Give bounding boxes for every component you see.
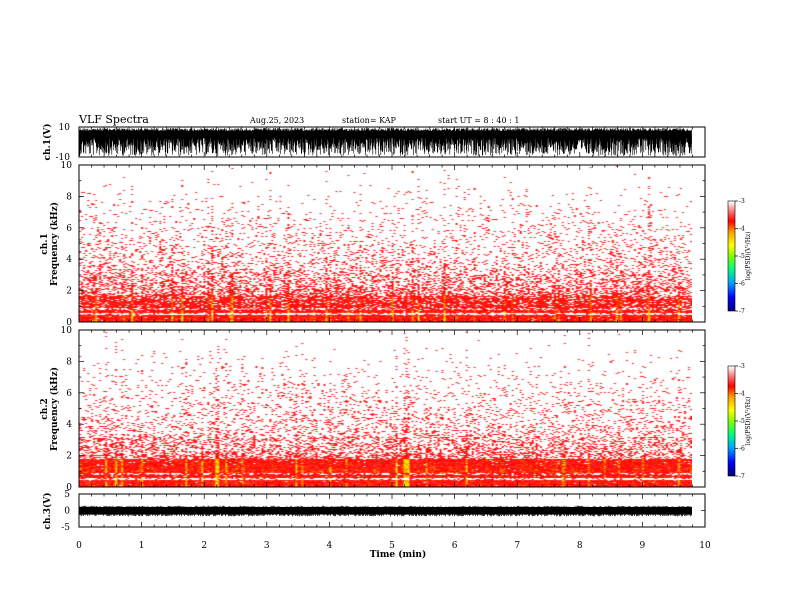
colorbar-tick-label: -7 [739,473,745,480]
ch2-spectrogram-ytick-label: 0 [66,483,72,493]
ch2-spectrogram-ytick-label: 2 [66,452,72,462]
ch1-ytick-bottom: -10 [56,153,71,163]
ch1-colorbar [728,201,735,311]
ch1-spectrogram-ytick-label: 2 [66,287,72,297]
colorbar-tick-label: -6 [739,281,745,288]
colorbar-tick-label: -5 [739,253,745,260]
ch2-spectrogram-yticks: 0 2 4 6 8 10 [61,326,705,493]
ch3-ytick-label: 5 [64,490,70,500]
ch1-spectrogram-ylabel-frequency: Frequency (kHz) [49,202,60,286]
ch2-colorbar-ticks: -3 -4 -5 -6 -7 [735,363,745,480]
time-axis-label: Time (min) [370,549,427,560]
colorbar-tick-label: -3 [739,363,745,370]
ch1-spectrogram-image [79,165,692,322]
figure-title: VLF Spectra [78,113,149,126]
colorbar-tick-label: -7 [739,308,745,315]
ch1-spectrogram-ytick-label: 0 [66,318,72,328]
x-tick-label: 10 [699,541,711,551]
x-tick-label: 2 [201,541,207,551]
ch2-colorbar [728,366,735,476]
ch3-yticks: 5 0 -5 [61,490,705,533]
ch2-spectrogram-image [79,330,692,487]
ch1-spectrogram-ylabel-channel: ch.1 [40,233,50,254]
ch2-spectrogram-ytick-label: 4 [66,420,72,430]
x-tick-label: 1 [139,541,145,551]
time-axis-ticks [78,127,706,527]
ch1-spectrogram-ytick-label: 4 [66,255,72,265]
x-tick-label: 0 [76,541,82,551]
start-time-label: start UT = 8 : 40 : 1 [438,116,519,125]
colorbar-tick-label: -4 [739,391,745,398]
ch2-spectrogram-ytick-label: 10 [61,326,73,336]
date-label: Aug.25, 2023 [249,116,304,125]
x-tick-label: 8 [577,541,583,551]
x-tick-label: 6 [452,541,458,551]
colorbar-tick-label: -3 [739,198,745,205]
ch1-colorbar-ticks: -3 -4 -5 -6 -7 [735,198,745,315]
time-axis-tick-labels: 0 1 2 3 4 5 6 7 8 9 10 [76,541,711,551]
ch1-spectrogram-ytick-label: 10 [61,161,73,171]
ch1-spectrogram-ytick-label: 8 [66,192,72,202]
ch2-colorbar-label: log(PSD)(V²/Hz) [745,397,752,446]
x-tick-label: 7 [514,541,520,551]
x-tick-label: 3 [264,541,270,551]
ch1-colorbar-label: log(PSD)(V²/Hz) [745,232,752,281]
x-tick-label: 5 [389,541,395,551]
ch3-ylabel: ch.3(V) [42,493,53,530]
ch1-waveform-line [78,127,693,157]
ch2-spectrogram-ytick-label: 8 [66,357,72,367]
ch2-spectrogram-ylabel-frequency: Frequency (kHz) [49,367,60,451]
ch1-spectrogram-ytick-label: 6 [66,224,72,234]
colorbar-tick-label: -4 [739,226,745,233]
ch1-spectrogram-yticks: 0 2 4 6 8 10 [61,161,705,328]
x-tick-label: 9 [640,541,646,551]
ch1-ytick-top: 10 [59,123,71,133]
colorbar-tick-label: -6 [739,446,745,453]
station-label: station= KAP [342,116,397,125]
ch3-ytick-label: -5 [61,523,70,533]
ch1-ylabel: ch.1(V) [42,124,53,161]
ch3-ytick-label: 0 [64,507,70,517]
ch2-spectrogram-ylabel-channel: ch.2 [40,398,50,419]
x-tick-label: 4 [327,541,333,551]
colorbar-tick-label: -5 [739,418,745,425]
ch2-spectrogram-ytick-label: 6 [66,389,72,399]
ch3-waveform-line [78,505,692,517]
